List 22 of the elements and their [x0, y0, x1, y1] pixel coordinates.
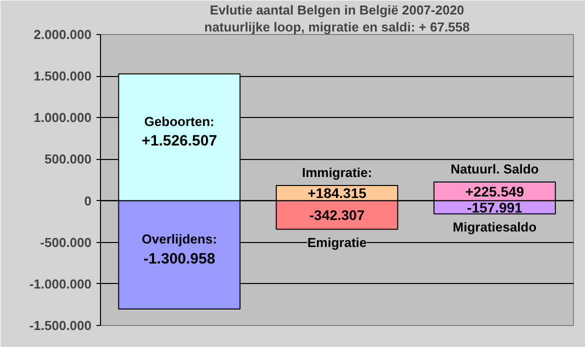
data-label: +1.526.507 [142, 132, 218, 150]
data-label: -342.307 [309, 207, 365, 224]
series-label: Migratiesaldo [452, 220, 537, 235]
series-label: Geboorten: [144, 114, 214, 129]
y-tick-label: 1.500.000 [34, 68, 92, 84]
series-label: Natuurl. Saldo [450, 161, 539, 176]
y-tick-label: -1.000.000 [29, 276, 92, 292]
data-label: +184.315 [308, 185, 367, 202]
data-label: -157.991 [467, 199, 523, 216]
y-tick-label: -1.500.000 [29, 318, 92, 333]
chart-subtitle: natuurlijke loop, migratie en saldi: + 67.558 [204, 20, 470, 34]
y-tick-label: 2.000.000 [34, 27, 92, 42]
chart-title: Evlutie aantal Belgen in België 2007-2020 [210, 2, 464, 18]
series-label: Overlijdens: [142, 231, 217, 246]
series-label: Emigratie [307, 234, 367, 250]
y-tick-label: -500.000 [40, 234, 92, 250]
data-label: -1.300.958 [143, 250, 216, 268]
y-tick-label: 500.000 [44, 152, 92, 167]
series-label: Immigratie: [302, 164, 372, 180]
y-tick-label: 1.000.000 [34, 110, 92, 126]
data-label: +225.549 [465, 183, 524, 200]
y-tick-label: 0 [84, 193, 92, 208]
